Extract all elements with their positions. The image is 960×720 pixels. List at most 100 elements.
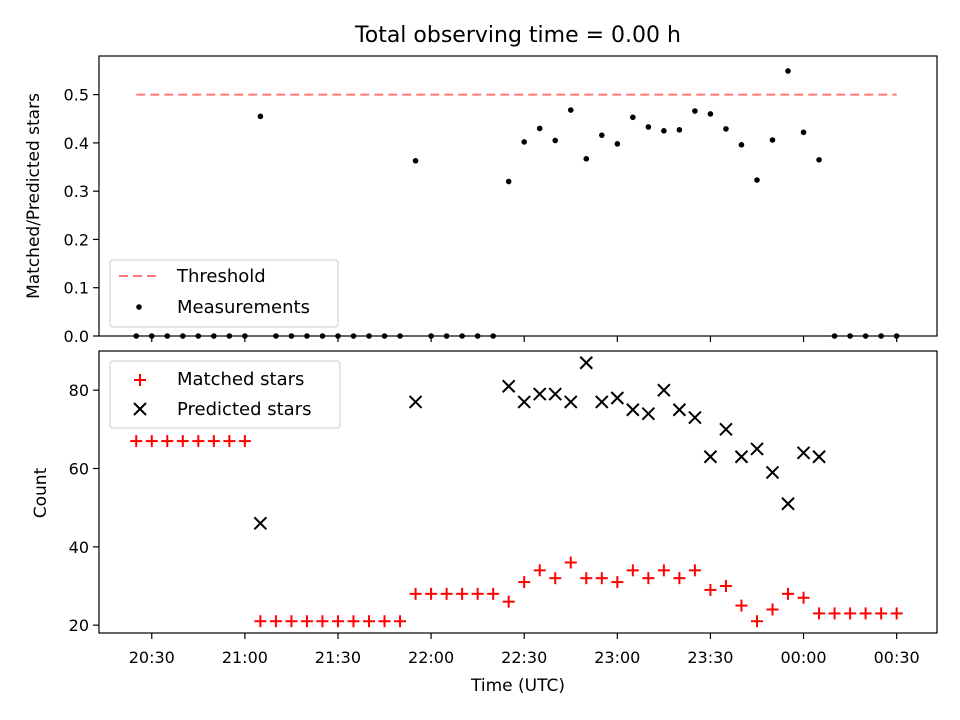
matched-stars-point bbox=[704, 583, 717, 596]
measurement-point bbox=[661, 128, 667, 134]
predicted-stars-point bbox=[703, 450, 718, 464]
measurement-point bbox=[816, 156, 822, 163]
ratio-panel: 0.0 0.1 0.2 0.3 0.4 0.5 Matched/Predicted sta… bbox=[24, 55, 938, 346]
x-tick-label: 23:00 bbox=[594, 648, 640, 667]
predicted-stars-point bbox=[765, 465, 780, 480]
measurement-point bbox=[599, 132, 605, 138]
count-x-ticks: 20:30 21:00 21:30 22:00 22:30 23:00 23:30 00:00… bbox=[129, 633, 920, 667]
predicted-stars-point bbox=[812, 450, 826, 464]
figure-title: Total observing time = 0.00 h bbox=[354, 23, 681, 48]
matched-stars-point bbox=[782, 587, 795, 600]
count-y-ticks: 20 40 60 80 bbox=[69, 381, 99, 635]
measurement-point bbox=[800, 129, 807, 136]
count-y-tick-label: 20 bbox=[69, 616, 89, 635]
matched-stars-point bbox=[735, 599, 748, 612]
measurement-point bbox=[505, 178, 512, 185]
predicted-stars-point bbox=[501, 379, 516, 393]
matched-stars-point bbox=[844, 607, 857, 620]
x-tick-label: 22:00 bbox=[408, 648, 454, 667]
ratio-legend: Threshold Measurements bbox=[109, 259, 339, 328]
legend-predicted-label: Predicted stars bbox=[177, 399, 311, 420]
matched-stars-point bbox=[161, 435, 174, 448]
x-tick-label: 00:30 bbox=[874, 648, 920, 667]
matched-stars-point bbox=[176, 435, 189, 448]
predicted-stars-point bbox=[533, 387, 547, 401]
ratio-y-axis-label: Matched/Predicted stars bbox=[24, 93, 44, 299]
matched-stars-point bbox=[533, 564, 546, 577]
x-tick-label: 20:30 bbox=[129, 648, 175, 667]
measurement-point bbox=[567, 107, 574, 113]
predicted-stars-point bbox=[253, 516, 268, 531]
matched-stars-point bbox=[331, 615, 344, 628]
measurement-point bbox=[707, 111, 714, 117]
x-tick-label: 22:30 bbox=[501, 648, 547, 667]
count-y-tick-label: 80 bbox=[69, 381, 89, 400]
matched-stars-point bbox=[657, 564, 670, 577]
matched-stars-point bbox=[254, 615, 267, 628]
measurement-point bbox=[583, 156, 590, 162]
matched-stars-point bbox=[813, 607, 826, 620]
ratio-y-tick-label: 0.4 bbox=[64, 134, 89, 153]
legend-predicted-swatch bbox=[133, 402, 147, 416]
matched-stars-point bbox=[223, 435, 236, 448]
measurement-point bbox=[552, 137, 559, 144]
predicted-stars-point bbox=[657, 383, 671, 397]
measurement-point bbox=[738, 142, 745, 148]
x-tick-label: 21:30 bbox=[315, 648, 361, 667]
matched-stars-point bbox=[502, 595, 515, 608]
predicted-stars-point bbox=[734, 450, 749, 464]
matched-stars-series bbox=[130, 435, 903, 628]
matched-stars-point bbox=[145, 435, 158, 448]
matched-stars-point bbox=[766, 603, 779, 616]
matched-stars-point bbox=[564, 556, 577, 569]
matched-stars-point bbox=[192, 435, 205, 448]
matched-stars-point bbox=[207, 435, 220, 448]
x-axis-label: Time (UTC) bbox=[470, 676, 565, 696]
predicted-stars-point bbox=[719, 422, 733, 437]
matched-stars-point bbox=[378, 615, 391, 628]
matched-stars-point bbox=[471, 587, 484, 600]
ratio-y-tick-label: 0.5 bbox=[64, 86, 89, 105]
measurement-point bbox=[412, 157, 419, 164]
predicted-stars-point bbox=[517, 395, 531, 409]
legend-measurements-label: Measurements bbox=[177, 297, 310, 318]
measurement-point bbox=[785, 68, 791, 74]
measurement-point bbox=[754, 177, 760, 183]
measurement-point bbox=[536, 125, 543, 132]
matched-stars-point bbox=[859, 607, 872, 620]
predicted-stars-series bbox=[253, 356, 826, 531]
matched-stars-point bbox=[828, 607, 841, 620]
measurement-point bbox=[614, 141, 621, 147]
predicted-stars-point bbox=[595, 395, 609, 409]
predicted-stars-point bbox=[781, 497, 795, 511]
matched-stars-point bbox=[688, 564, 701, 577]
matched-stars-point bbox=[797, 591, 810, 604]
count-y-axis-label: Count bbox=[31, 467, 51, 518]
predicted-stars-point bbox=[626, 403, 640, 417]
legend-measurements-swatch bbox=[136, 304, 142, 310]
ratio-plot-frame bbox=[98, 55, 938, 337]
measurement-point bbox=[723, 126, 729, 132]
ratio-y-tick-label: 0.3 bbox=[64, 182, 89, 201]
matched-stars-point bbox=[719, 580, 732, 592]
legend-matched-label: Matched stars bbox=[177, 369, 304, 390]
count-plot-frame bbox=[98, 350, 938, 634]
matched-stars-point bbox=[440, 587, 453, 600]
measurement-point bbox=[257, 113, 264, 120]
count-legend-box bbox=[109, 360, 341, 429]
predicted-stars-point bbox=[408, 395, 423, 409]
x-tick-label: 23:30 bbox=[687, 648, 733, 667]
predicted-stars-point bbox=[548, 387, 562, 401]
matched-stars-point bbox=[316, 615, 329, 628]
matched-stars-point bbox=[890, 607, 903, 620]
matched-stars-point bbox=[394, 615, 407, 628]
legend-threshold-label: Threshold bbox=[176, 266, 266, 287]
predicted-stars-point bbox=[688, 410, 702, 425]
matched-stars-point bbox=[487, 587, 500, 600]
count-y-tick-label: 40 bbox=[69, 538, 89, 557]
ratio-y-tick-label: 0.2 bbox=[64, 230, 89, 249]
x-tick-label: 00:00 bbox=[780, 648, 826, 667]
matched-stars-point bbox=[611, 576, 624, 589]
